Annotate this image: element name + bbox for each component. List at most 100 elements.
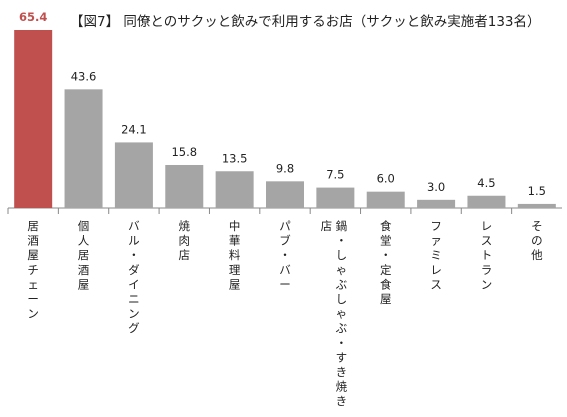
svg-text:ス: ス (481, 234, 493, 248)
data-label: 3.0 (427, 180, 445, 194)
svg-text:フ: フ (430, 219, 442, 233)
svg-text:ブ: ブ (279, 234, 291, 248)
chart-title: 【図7】 同僚とのサクッと飲みで利用するお店（サクッと飲み実施者133名） (70, 14, 541, 30)
svg-text:ニ: ニ (128, 292, 140, 306)
data-label: 1.5 (528, 184, 546, 198)
svg-text:ミ: ミ (430, 248, 442, 262)
svg-text:個: 個 (78, 219, 90, 233)
data-label: 15.8 (171, 145, 197, 159)
svg-text:・: ・ (279, 248, 291, 262)
svg-text:ダ: ダ (128, 263, 140, 277)
svg-text:・: ・ (336, 234, 348, 248)
svg-text:ン: ン (128, 307, 140, 321)
svg-text:屋: 屋 (78, 277, 90, 291)
svg-text:ン: ン (481, 277, 493, 291)
svg-text:ァ: ァ (430, 234, 442, 248)
svg-text:食: 食 (380, 277, 392, 291)
svg-text:堂: 堂 (380, 234, 392, 248)
svg-text:他: 他 (531, 248, 543, 262)
svg-text:居: 居 (78, 248, 90, 262)
svg-text:焼: 焼 (336, 380, 348, 394)
svg-text:理: 理 (229, 263, 241, 277)
svg-text:・: ・ (128, 248, 140, 262)
svg-text:中: 中 (229, 219, 241, 233)
svg-text:ー: ー (279, 277, 291, 291)
svg-text:バ: バ (279, 263, 291, 277)
data-label: 6.0 (377, 172, 395, 186)
svg-text:し: し (336, 248, 348, 262)
svg-text:ゃ: ゃ (336, 263, 348, 277)
bar (467, 195, 506, 208)
svg-text:肉: 肉 (179, 234, 191, 248)
svg-text:・: ・ (380, 248, 392, 262)
svg-text:居: 居 (27, 219, 39, 233)
bar (266, 181, 304, 208)
category-label: 食堂・定食屋 (380, 219, 392, 306)
svg-text:屋: 屋 (229, 277, 241, 291)
svg-text:店: 店 (179, 248, 191, 262)
svg-text:ト: ト (481, 248, 493, 262)
svg-text:き: き (336, 394, 348, 408)
bar (114, 142, 153, 208)
svg-text:ゃ: ゃ (336, 307, 348, 321)
bar (215, 171, 254, 208)
svg-text:チ: チ (27, 263, 39, 277)
category-label: その他 (531, 219, 543, 262)
svg-text:ン: ン (27, 307, 39, 321)
svg-text:ス: ス (430, 277, 442, 291)
svg-text:定: 定 (380, 263, 392, 277)
svg-text:パ: パ (279, 219, 291, 233)
bar (366, 191, 405, 208)
svg-text:ル: ル (128, 234, 140, 248)
svg-text:そ: そ (531, 219, 543, 233)
bar (14, 30, 53, 208)
svg-text:酒: 酒 (27, 234, 39, 248)
svg-text:イ: イ (128, 277, 140, 291)
svg-text:ぶ: ぶ (336, 321, 348, 335)
svg-text:屋: 屋 (27, 248, 39, 262)
svg-text:酒: 酒 (78, 263, 90, 277)
data-label: 24.1 (121, 122, 147, 136)
svg-text:す: す (336, 350, 348, 364)
svg-text:ラ: ラ (481, 263, 493, 277)
svg-text:ぶ: ぶ (336, 277, 348, 291)
bar (417, 199, 456, 208)
data-label: 43.6 (71, 69, 97, 83)
svg-text:華: 華 (229, 234, 241, 248)
svg-text:バ: バ (128, 219, 140, 233)
svg-text:食: 食 (380, 219, 392, 233)
data-label: 9.8 (276, 161, 294, 175)
svg-text:の: の (531, 234, 543, 248)
svg-text:グ: グ (128, 321, 140, 335)
svg-text:鍋: 鍋 (336, 219, 348, 233)
svg-text:店: 店 (321, 219, 333, 233)
svg-text:ー: ー (27, 292, 39, 306)
category-label: 焼肉店 (179, 219, 191, 262)
data-label: 13.5 (222, 151, 248, 165)
bar (165, 164, 204, 208)
bar (64, 89, 103, 208)
data-label: 7.5 (326, 168, 344, 182)
bar (517, 203, 556, 208)
data-label: 4.5 (477, 176, 495, 190)
svg-text:ェ: ェ (27, 277, 39, 291)
bar (316, 187, 355, 208)
category-label: パブ・バー (279, 219, 291, 291)
svg-text:レ: レ (430, 263, 442, 277)
svg-text:料: 料 (229, 248, 241, 262)
svg-text:屋: 屋 (380, 292, 392, 306)
svg-text:き: き (336, 365, 348, 379)
data-label: 65.4 (19, 10, 47, 24)
svg-text:焼: 焼 (179, 219, 191, 233)
svg-text:人: 人 (78, 234, 90, 248)
svg-text:・: ・ (336, 336, 348, 350)
